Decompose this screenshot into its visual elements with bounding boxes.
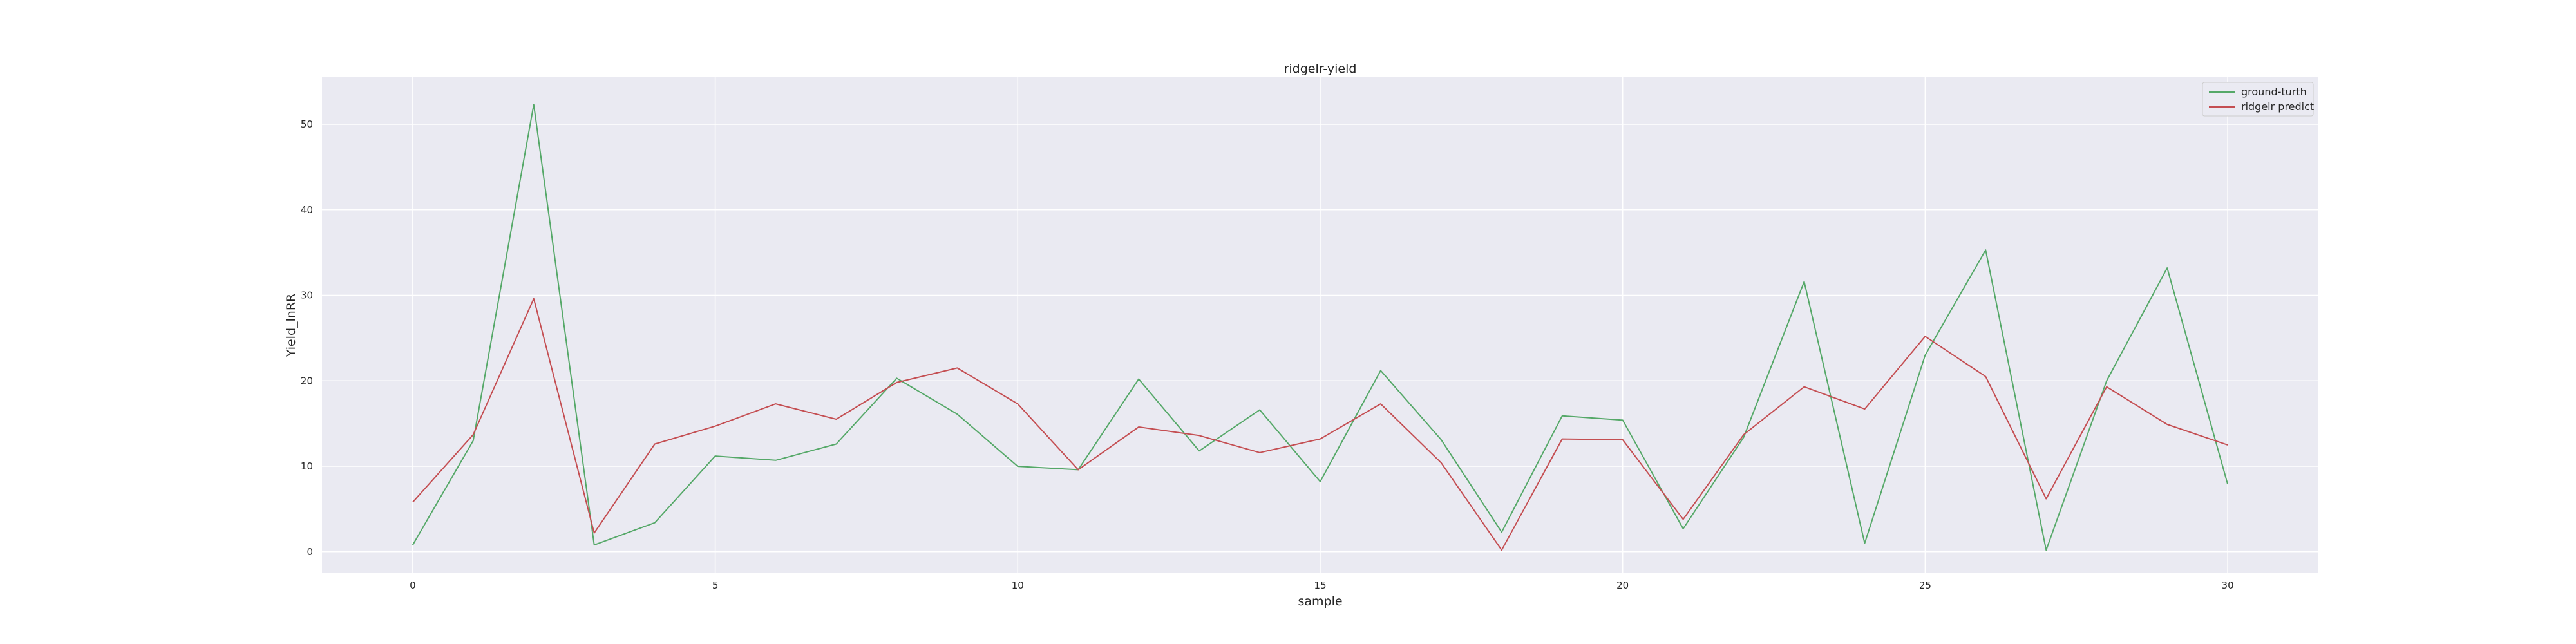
x-tick-label: 5: [712, 580, 719, 591]
x-tick-label: 0: [410, 580, 416, 591]
y-tick-label: 30: [301, 290, 313, 301]
chart-title: ridgelr-yield: [1284, 62, 1357, 76]
x-tick-label: 15: [1314, 580, 1326, 591]
legend-label-ridgelr-predict: ridgelr predict: [2241, 100, 2314, 113]
y-axis-ticks: 0 10 20 30 40 50: [301, 118, 313, 558]
y-tick-label: 50: [301, 118, 313, 130]
y-tick-label: 20: [301, 375, 313, 386]
legend: ground-turth ridgelr predict: [2202, 82, 2314, 116]
y-tick-label: 0: [307, 546, 313, 558]
y-tick-label: 10: [301, 460, 313, 472]
x-axis-ticks: 0 5 10 15 20 25 30: [410, 580, 2234, 591]
y-tick-label: 40: [301, 204, 313, 216]
legend-label-ground-turth: ground-turth: [2241, 86, 2307, 98]
y-axis-label: Yield_lnRR: [284, 294, 298, 357]
x-axis-label: sample: [1298, 594, 1342, 609]
x-tick-label: 25: [1919, 580, 1931, 591]
x-tick-label: 20: [1616, 580, 1629, 591]
x-tick-label: 10: [1012, 580, 1024, 591]
x-tick-label: 30: [2222, 580, 2234, 591]
